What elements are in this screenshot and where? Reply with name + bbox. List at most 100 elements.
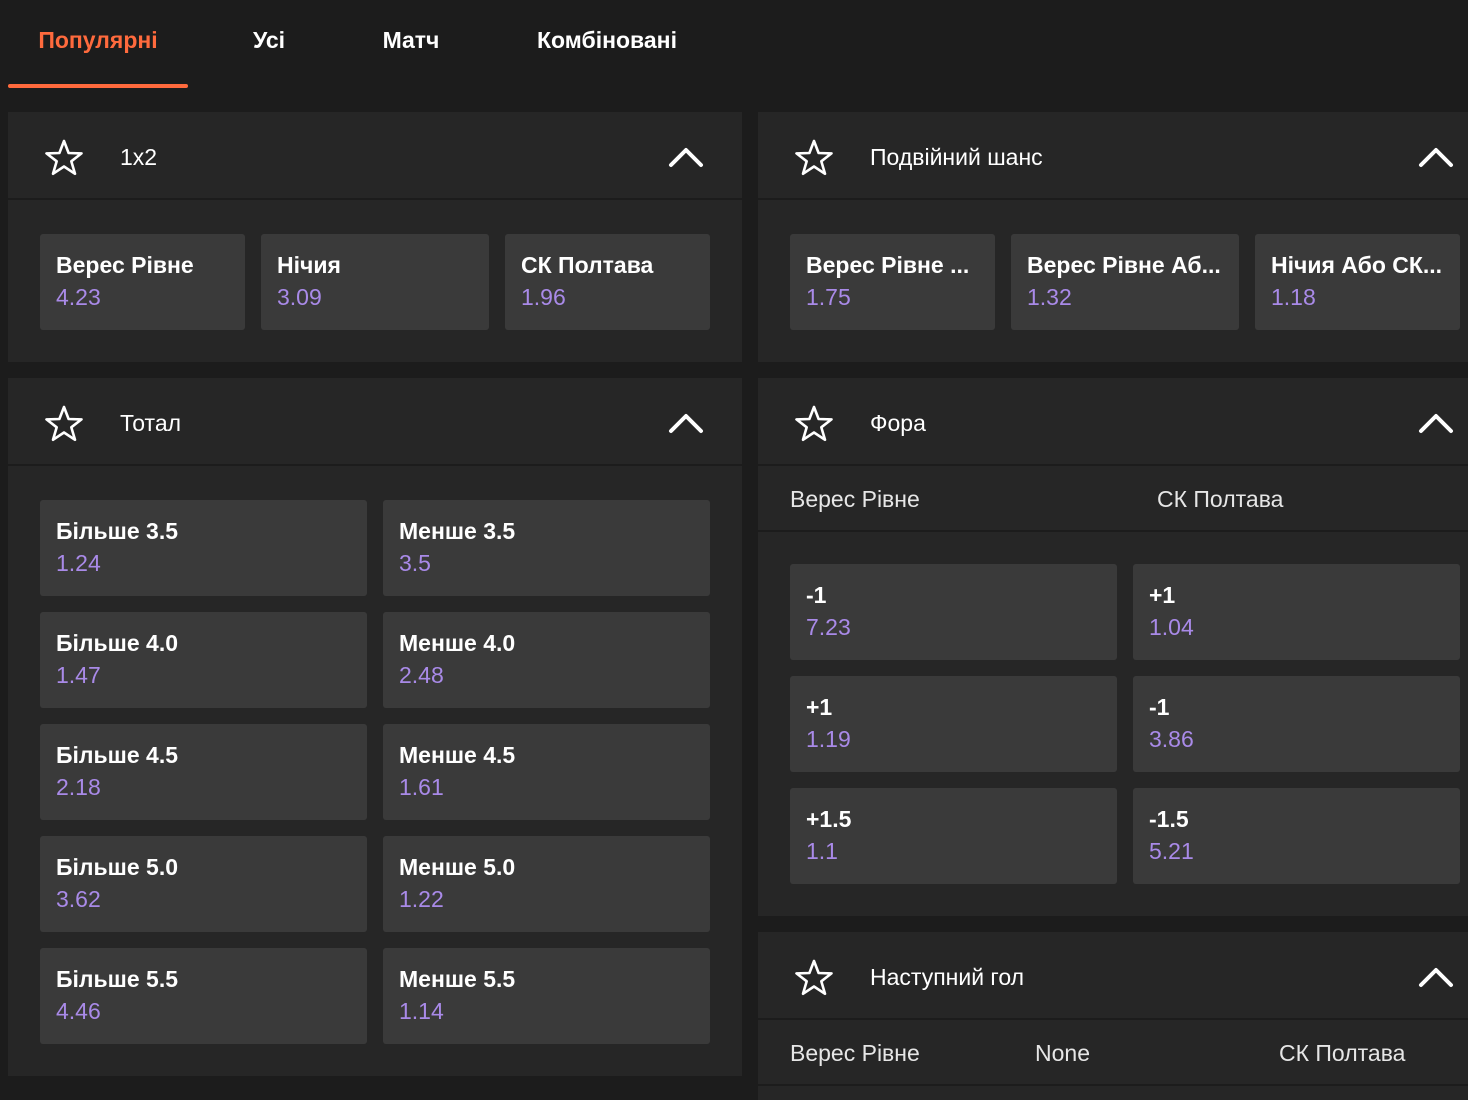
market-handicap-header[interactable]: Фора [758,378,1468,466]
market-title: Тотал [120,410,182,436]
odds-button-under[interactable]: Менше 4.5 1.61 [383,724,710,820]
odds-value: 1.47 [56,662,101,688]
outcome-label: Менше 5.5 [399,966,516,992]
odds-value: 7.23 [806,614,851,640]
odds-button-home-or-away[interactable]: Верес Рівне Аб... 1.32 [1011,234,1239,330]
outcome-label: Менше 5.0 [399,854,516,880]
odds-value: 1.96 [521,284,566,310]
outcome-label: +1 [1149,582,1176,608]
odds-value: 1.18 [1271,284,1316,310]
odds-value: 3.5 [399,550,431,576]
outcome-label: +1.5 [806,806,852,832]
market-title: Подвійний шанс [870,144,1043,170]
star-outline-icon[interactable] [44,138,84,178]
odds-value: 5.21 [1149,838,1194,864]
team-home-label: Верес Рівне [790,486,920,512]
odds-button-home[interactable]: Верес Рівне 4.23 [40,234,245,330]
outcome-label: -1.5 [1149,806,1189,832]
odds-value: 1.14 [399,998,444,1024]
tab-match[interactable]: Матч [382,27,440,53]
odds-button-handicap-home[interactable]: +1.5 1.1 [790,788,1117,884]
handicap-team-header: Верес Рівне СК Полтава [758,468,1468,532]
team-away-label: СК Полтава [1157,486,1284,512]
odds-button-over[interactable]: Більше 4.0 1.47 [40,612,367,708]
market-tabs: Популярні Усі Матч Комбіновані [0,0,1468,88]
star-outline-icon[interactable] [44,404,84,444]
odds-value: 4.46 [56,998,101,1024]
market-total-header[interactable]: Тотал [8,378,742,466]
odds-value: 1.22 [399,886,444,912]
chevron-up-icon[interactable] [668,411,704,435]
odds-value: 4.23 [56,284,101,310]
outcome-label: Більше 4.5 [56,742,178,768]
outcome-label: +1 [806,694,833,720]
market-1x2-panel: 1x2 Верес Рівне 4.23 Нічия 3.09 СК Полта… [8,112,742,362]
outcome-label: Більше 4.0 [56,630,178,656]
odds-value: 1.75 [806,284,851,310]
market-1x2-header[interactable]: 1x2 [8,112,742,200]
market-handicap-panel: Фора Верес Рівне СК Полтава -1 7.23 +1 1… [758,378,1468,916]
outcome-label: Верес Рівне [56,252,194,278]
outcome-label: СК Полтава [521,252,654,278]
odds-button-under[interactable]: Менше 4.0 2.48 [383,612,710,708]
market-title: 1x2 [120,144,158,170]
col-away-label: СК Полтава [1279,1040,1406,1066]
outcome-label: Більше 3.5 [56,518,178,544]
chevron-up-icon[interactable] [1418,145,1454,169]
tab-all[interactable]: Усі [252,27,286,53]
chevron-up-icon[interactable] [1418,411,1454,435]
col-none-label: None [1035,1040,1090,1066]
odds-button-over[interactable]: Більше 3.5 1.24 [40,500,367,596]
odds-value: 3.86 [1149,726,1194,752]
odds-value: 2.48 [399,662,444,688]
market-double-chance-panel: Подвійний шанс Верес Рівне ... 1.75 Вере… [758,112,1468,362]
outcome-label: Менше 4.5 [399,742,516,768]
outcome-label: -1 [1149,694,1170,720]
odds-button-handicap-away[interactable]: +1 1.04 [1133,564,1460,660]
star-outline-icon[interactable] [794,958,834,998]
odds-button-over[interactable]: Більше 5.0 3.62 [40,836,367,932]
star-outline-icon[interactable] [794,404,834,444]
odds-button-under[interactable]: Менше 3.5 3.5 [383,500,710,596]
outcome-label: -1 [806,582,827,608]
outcome-label: Більше 5.5 [56,966,178,992]
odds-value: 3.09 [277,284,322,310]
chevron-up-icon[interactable] [668,145,704,169]
odds-button-away[interactable]: СК Полтава 1.96 [505,234,710,330]
outcome-label: Верес Рівне ... [806,252,970,278]
outcome-label: Менше 4.0 [399,630,516,656]
market-double-chance-header[interactable]: Подвійний шанс [758,112,1468,200]
outcome-label: Більше 5.0 [56,854,178,880]
next-goal-column-header: Верес Рівне None СК Полтава [758,1022,1468,1086]
odds-button-over[interactable]: Більше 4.5 2.18 [40,724,367,820]
odds-button-handicap-away[interactable]: -1 3.86 [1133,676,1460,772]
market-title: Фора [870,410,926,436]
odds-button-handicap-home[interactable]: +1 1.19 [790,676,1117,772]
market-total-panel: Тотал Більше 3.5 1.24 Менше 3.5 3.5 Біль… [8,378,742,1076]
odds-button-under[interactable]: Менше 5.5 1.14 [383,948,710,1044]
odds-button-handicap-away[interactable]: -1.5 5.21 [1133,788,1460,884]
outcome-label: Менше 3.5 [399,518,516,544]
odds-button-under[interactable]: Менше 5.0 1.22 [383,836,710,932]
market-next-goal-header[interactable]: Наступний гол [758,932,1468,1020]
col-home-label: Верес Рівне [790,1040,920,1066]
odds-value: 1.61 [399,774,444,800]
odds-button-home-or-draw[interactable]: Верес Рівне ... 1.75 [790,234,995,330]
outcome-label: Верес Рівне Аб... [1027,252,1221,278]
odds-button-draw-or-away[interactable]: Нічия Або СК... 1.18 [1255,234,1460,330]
outcome-label: Нічия [277,252,341,278]
odds-value: 1.24 [56,550,101,576]
odds-value: 2.18 [56,774,101,800]
star-outline-icon[interactable] [794,138,834,178]
chevron-up-icon[interactable] [1418,965,1454,989]
odds-value: 1.32 [1027,284,1072,310]
odds-button-handicap-home[interactable]: -1 7.23 [790,564,1117,660]
odds-value: 3.62 [56,886,101,912]
tab-combined[interactable]: Комбіновані [537,27,677,53]
outcome-label: Нічия Або СК... [1271,252,1443,278]
tab-popular[interactable]: Популярні [8,0,188,88]
odds-button-over[interactable]: Більше 5.5 4.46 [40,948,367,1044]
market-next-goal-panel: Наступний гол Верес Рівне None СК Полтав… [758,932,1468,1100]
odds-button-draw[interactable]: Нічия 3.09 [261,234,489,330]
odds-value: 1.04 [1149,614,1194,640]
